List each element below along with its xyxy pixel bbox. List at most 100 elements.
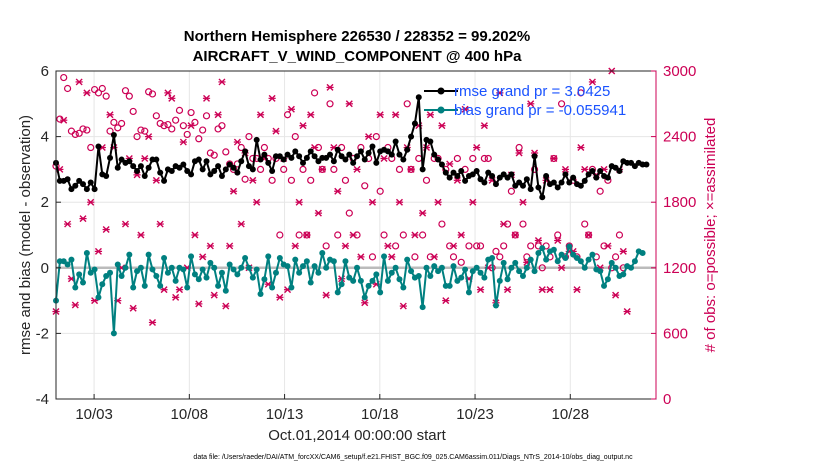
obs-possible-marker	[148, 90, 157, 98]
rmse-point	[257, 156, 264, 163]
bias-point	[550, 246, 557, 253]
rmse-point	[253, 136, 260, 143]
obs-possible-marker	[156, 119, 164, 128]
obs-assimilated-marker	[175, 286, 184, 294]
obs-assimilated-marker	[584, 231, 593, 239]
rmse-point	[64, 176, 71, 183]
bias-point	[373, 271, 380, 278]
obs-assimilated-marker	[399, 302, 407, 310]
rmse-point	[489, 172, 496, 179]
obs-possible-marker	[199, 126, 207, 134]
obs-possible-marker	[195, 135, 203, 143]
rmse-point	[307, 148, 314, 155]
rmse-point	[91, 186, 98, 193]
obs-assimilated-marker	[345, 100, 353, 108]
bias-point	[543, 256, 550, 263]
bias-point	[292, 256, 299, 263]
obs-possible-marker	[133, 133, 141, 141]
bias-point	[608, 259, 615, 266]
y-tick-label: -4	[36, 391, 49, 408]
obs-assimilated-marker	[561, 165, 570, 173]
obs-possible-marker	[83, 126, 91, 134]
rmse-point	[531, 153, 538, 160]
obs-possible-marker	[554, 231, 562, 239]
y-tick-label: -2	[36, 325, 49, 342]
bias-point	[601, 282, 608, 289]
obs-possible-marker	[94, 89, 103, 97]
rmse-point	[126, 158, 133, 165]
obs-assimilated-marker	[461, 105, 469, 113]
bias-point	[114, 261, 121, 268]
bias-point	[303, 258, 310, 265]
obs-possible-marker	[121, 87, 130, 95]
bias-point	[458, 274, 465, 281]
obs-assimilated-marker	[473, 144, 481, 152]
obs-assimilated-marker	[527, 100, 535, 108]
bias-point	[195, 276, 202, 283]
bias-point	[438, 264, 445, 271]
obs-possible-marker	[596, 187, 604, 195]
y2-tick-label: 1200	[663, 260, 696, 277]
obs-assimilated-marker	[152, 176, 160, 184]
rmse-point	[203, 158, 210, 165]
obs-assimilated-marker	[87, 198, 95, 206]
obs-assimilated-marker	[199, 253, 207, 261]
obs-assimilated-marker	[137, 231, 145, 239]
bias-point	[153, 273, 160, 279]
obs-possible-marker	[191, 118, 199, 126]
obs-assimilated-marker	[449, 242, 458, 250]
bias-point	[215, 282, 222, 289]
bias-point	[338, 281, 345, 288]
obs-possible-marker	[283, 111, 292, 119]
obs-possible-marker	[206, 149, 214, 157]
bias-point	[481, 274, 488, 281]
obs-assimilated-marker	[222, 302, 230, 310]
bias-point	[218, 269, 225, 276]
obs-assimilated-marker	[326, 83, 334, 91]
obs-assimilated-marker	[612, 291, 620, 299]
obs-possible-marker	[222, 148, 230, 156]
obs-possible-marker	[141, 127, 149, 135]
bias-point	[245, 264, 252, 271]
rmse-point	[141, 172, 148, 179]
rmse-point	[481, 179, 488, 186]
obs-possible-marker	[345, 209, 353, 217]
obs-assimilated-marker	[515, 149, 523, 157]
obs-assimilated-marker	[322, 291, 330, 299]
bias-point	[334, 289, 341, 296]
obs-possible-marker	[322, 242, 330, 250]
legend-rmse-label: rmse grand pr = 3.0425	[454, 83, 610, 100]
bias-point	[589, 251, 596, 258]
data-file-footer: data file: /Users/raeder/DAI/ATM_forcXX/…	[193, 454, 633, 461]
obs-possible-marker	[118, 119, 126, 128]
obs-possible-marker	[129, 107, 137, 116]
obs-possible-marker	[237, 143, 245, 152]
obs-assimilated-marker	[577, 144, 585, 152]
bias-point	[361, 294, 368, 301]
bias-point	[137, 264, 144, 271]
obs-possible-marker	[500, 242, 508, 250]
obs-possible-marker	[557, 100, 566, 108]
x-tick-label: 10/13	[266, 406, 304, 423]
obs-possible-marker	[295, 231, 303, 239]
chart-title: Northern Hemisphere 226530 / 228352 = 99…	[184, 28, 530, 45]
obs-assimilated-marker	[287, 105, 296, 113]
bias-point	[388, 269, 395, 276]
obs-possible-marker	[245, 133, 253, 141]
obs-assimilated-marker	[453, 176, 461, 184]
bias-point	[620, 271, 627, 278]
obs-assimilated-marker	[141, 154, 149, 162]
bias-point	[516, 268, 523, 275]
series-lines	[53, 94, 650, 337]
bias-point	[628, 264, 635, 271]
bias-point	[64, 261, 71, 268]
bias-point	[211, 264, 218, 271]
rmse-point	[234, 169, 241, 176]
rmse-point	[643, 161, 650, 168]
rmse-point	[535, 184, 542, 191]
obs-possible-marker	[395, 165, 404, 173]
obs-assimilated-marker	[268, 94, 276, 102]
bias-point	[492, 302, 499, 309]
bias-point	[604, 276, 611, 283]
obs-possible-marker	[399, 231, 407, 239]
